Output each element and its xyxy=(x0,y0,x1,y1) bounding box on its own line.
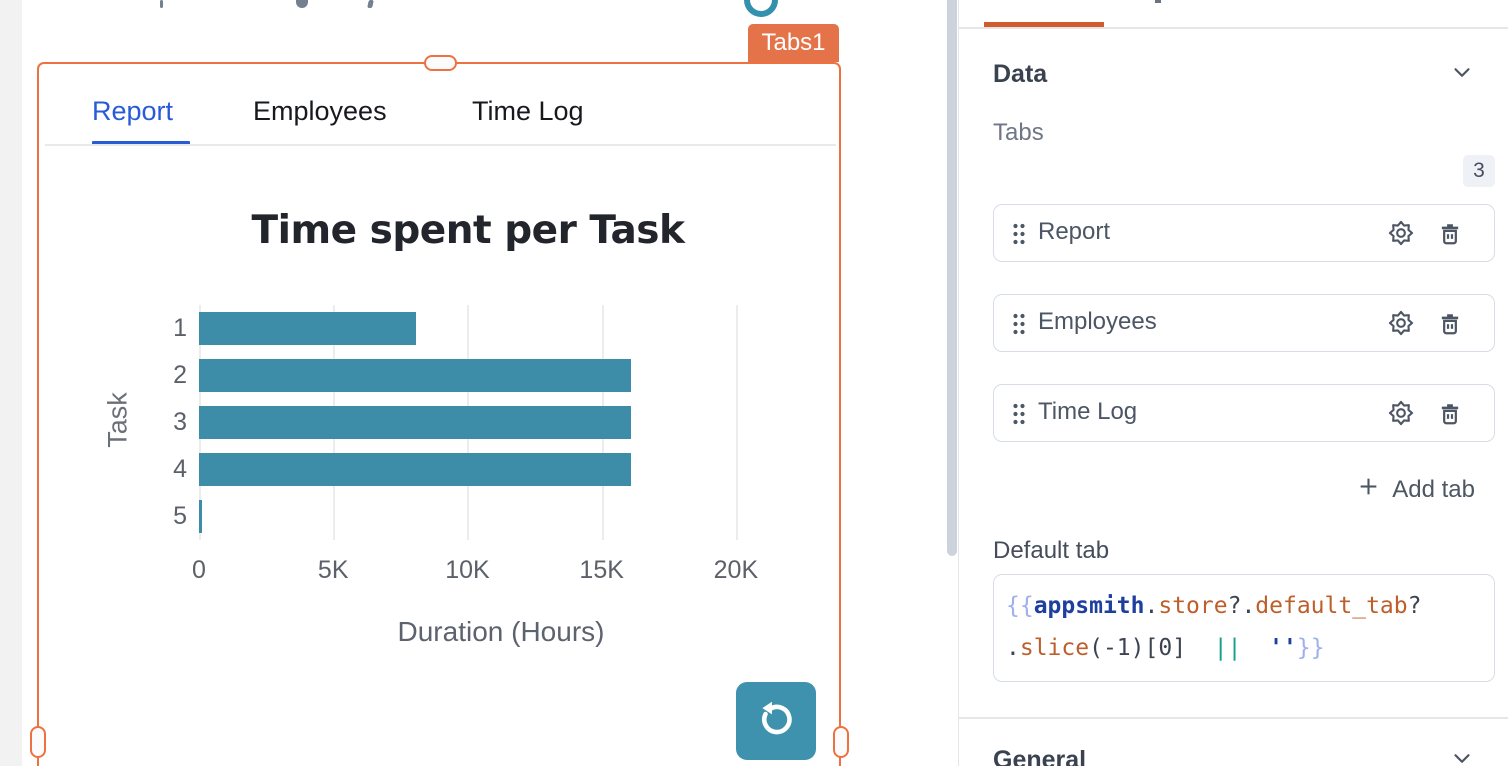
tab-report[interactable]: Report xyxy=(92,96,174,126)
widget-name-badge[interactable]: Tabs1 xyxy=(748,24,839,62)
data-section-header[interactable]: Data xyxy=(993,58,1475,90)
tab-settings-button[interactable] xyxy=(1387,219,1415,247)
general-section-header[interactable]: General xyxy=(993,744,1475,766)
resize-handle-bottom-left[interactable] xyxy=(30,726,46,758)
resize-handle-top[interactable] xyxy=(424,55,457,71)
bar-task-5 xyxy=(199,500,202,533)
bar-task-1 xyxy=(199,312,417,345)
code-line: {{appsmith.store?.default_tab? xyxy=(1006,593,1422,619)
property-pane: Data Tabs 3 Report Employees xyxy=(958,0,1508,766)
tab-list-item-employees[interactable]: Employees xyxy=(993,294,1495,352)
default-tab-label: Default tab xyxy=(993,537,1110,564)
tab-item-label: Employees xyxy=(1038,308,1157,335)
clipped-text-remnant xyxy=(296,0,308,8)
tabbar-divider xyxy=(45,144,836,146)
tab-employees[interactable]: Employees xyxy=(253,96,387,126)
tabs-count-badge: 3 xyxy=(1463,155,1495,187)
clipped-pane-tab-label xyxy=(1155,0,1161,3)
tab-delete-button[interactable] xyxy=(1436,399,1464,427)
add-tab-button[interactable]: Add tab xyxy=(1357,475,1475,505)
tab-delete-button[interactable] xyxy=(1436,219,1464,247)
chart-title: Time spent per Task xyxy=(251,208,685,253)
chevron-down-icon[interactable] xyxy=(1449,59,1475,90)
pane-top-divider xyxy=(959,27,1508,29)
tab-time-log[interactable]: Time Log xyxy=(472,96,584,126)
x-axis-title: Duration (Hours) xyxy=(397,616,605,647)
panel-scrollbar-thumb[interactable] xyxy=(947,0,957,556)
resize-handle-bottom-right[interactable] xyxy=(833,726,849,758)
data-section-label: Data xyxy=(993,59,1048,88)
y-axis-title: Task xyxy=(102,392,133,448)
drag-handle-icon[interactable] xyxy=(1012,402,1026,426)
tab-settings-button[interactable] xyxy=(1387,309,1415,337)
add-tab-label: Add tab xyxy=(1392,476,1475,503)
general-section-label: General xyxy=(993,745,1087,766)
tab-list-item-time-log[interactable]: Time Log xyxy=(993,384,1495,442)
chevron-down-icon[interactable] xyxy=(1449,745,1475,766)
tabs-field-label: Tabs xyxy=(993,119,1044,146)
tab-settings-button[interactable] xyxy=(1387,399,1415,427)
x-axis-tick-labels: 0 5K 10K 15K 20K xyxy=(192,556,759,584)
drag-handle-icon[interactable] xyxy=(1012,312,1026,336)
section-divider xyxy=(959,717,1508,719)
panel-scrollbar xyxy=(946,0,958,766)
default-tab-code-editor[interactable]: {{appsmith.store?.default_tab? .slice(-1… xyxy=(993,574,1495,682)
plus-icon xyxy=(1357,475,1380,505)
pane-active-tab-underline xyxy=(984,22,1104,27)
bar-task-2 xyxy=(199,359,632,392)
tab-delete-button[interactable] xyxy=(1436,309,1464,337)
tab-item-label: Time Log xyxy=(1038,398,1138,425)
active-tab-underline xyxy=(92,141,190,146)
clipped-text-remnant xyxy=(160,0,163,8)
code-line: .slice(-1)[0] || ''}} xyxy=(1006,635,1325,661)
tab-item-label: Report xyxy=(1038,218,1111,245)
clipped-refresh-icon xyxy=(744,0,778,17)
bar-chart-plot xyxy=(199,305,803,540)
refresh-icon xyxy=(755,699,797,744)
canvas-left-gutter xyxy=(0,0,22,766)
drag-handle-icon[interactable] xyxy=(1012,222,1026,246)
bar-task-3 xyxy=(199,406,632,439)
chart-refresh-button[interactable] xyxy=(736,682,816,760)
tab-list-item-report[interactable]: Report xyxy=(993,204,1495,262)
bar-task-4 xyxy=(199,453,632,486)
